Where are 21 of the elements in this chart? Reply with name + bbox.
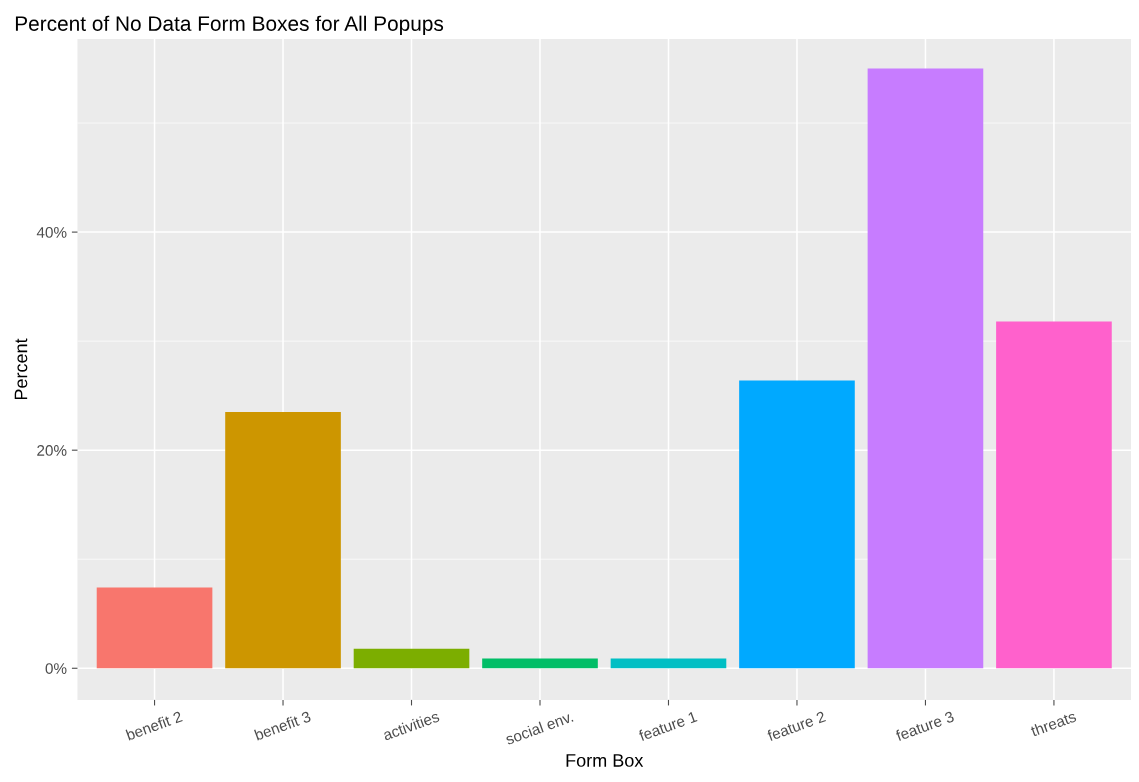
x-tick-label: threats xyxy=(1029,710,1077,737)
y-tick-label: 20% xyxy=(37,445,67,456)
bar xyxy=(353,648,470,669)
x-tick-label: feature 1 xyxy=(637,710,698,742)
bar xyxy=(739,380,855,669)
x-axis-title: Form Box xyxy=(566,754,644,767)
x-tick-label: feature 3 xyxy=(894,710,955,742)
x-tick-label: benefit 3 xyxy=(253,710,312,741)
y-tick-label: 40% xyxy=(36,226,67,238)
bar xyxy=(225,412,341,669)
bar xyxy=(610,658,727,669)
bar xyxy=(996,321,1112,669)
x-tick-label: feature 2 xyxy=(766,710,826,742)
bar xyxy=(867,68,984,669)
chart-title: Percent of No Data Form Boxes for All Popups xyxy=(15,15,444,36)
y-tick-label: 0% xyxy=(45,663,67,674)
y-axis-title: Percent xyxy=(14,338,28,400)
x-tick-label: benefit 2 xyxy=(125,710,183,741)
x-tick-label: social env. xyxy=(504,710,574,746)
bar xyxy=(96,587,213,669)
bar xyxy=(482,658,598,669)
